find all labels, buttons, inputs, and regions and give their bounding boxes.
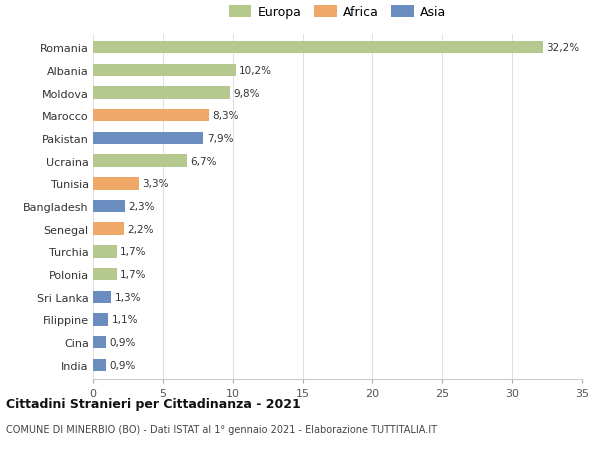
Text: 0,9%: 0,9% (109, 360, 136, 370)
Legend: Europa, Africa, Asia: Europa, Africa, Asia (229, 6, 446, 19)
Text: 1,1%: 1,1% (112, 315, 139, 325)
Bar (93, 155, 187, 168)
Bar (93, 268, 117, 281)
Bar (93, 246, 117, 258)
Text: 1,7%: 1,7% (120, 269, 147, 280)
Bar (93, 200, 125, 213)
Bar (93, 291, 111, 303)
Bar (93, 42, 543, 54)
Bar (93, 132, 203, 145)
Text: 8,3%: 8,3% (212, 111, 239, 121)
Bar (93, 313, 109, 326)
Text: 0,9%: 0,9% (109, 337, 136, 347)
Text: 2,2%: 2,2% (127, 224, 154, 234)
Text: COMUNE DI MINERBIO (BO) - Dati ISTAT al 1° gennaio 2021 - Elaborazione TUTTITALI: COMUNE DI MINERBIO (BO) - Dati ISTAT al … (6, 425, 437, 435)
Text: 2,3%: 2,3% (128, 202, 155, 212)
Text: 1,7%: 1,7% (120, 247, 147, 257)
Bar (93, 87, 230, 100)
Text: 3,3%: 3,3% (143, 179, 169, 189)
Bar (93, 223, 124, 235)
Text: 1,3%: 1,3% (115, 292, 141, 302)
Text: 32,2%: 32,2% (547, 43, 580, 53)
Bar (93, 359, 106, 371)
Text: 6,7%: 6,7% (190, 156, 217, 166)
Bar (93, 110, 209, 122)
Bar (93, 336, 106, 349)
Bar (93, 178, 139, 190)
Bar (93, 64, 236, 77)
Text: Cittadini Stranieri per Cittadinanza - 2021: Cittadini Stranieri per Cittadinanza - 2… (6, 397, 301, 410)
Text: 10,2%: 10,2% (239, 66, 272, 76)
Text: 9,8%: 9,8% (233, 88, 260, 98)
Text: 7,9%: 7,9% (207, 134, 233, 144)
